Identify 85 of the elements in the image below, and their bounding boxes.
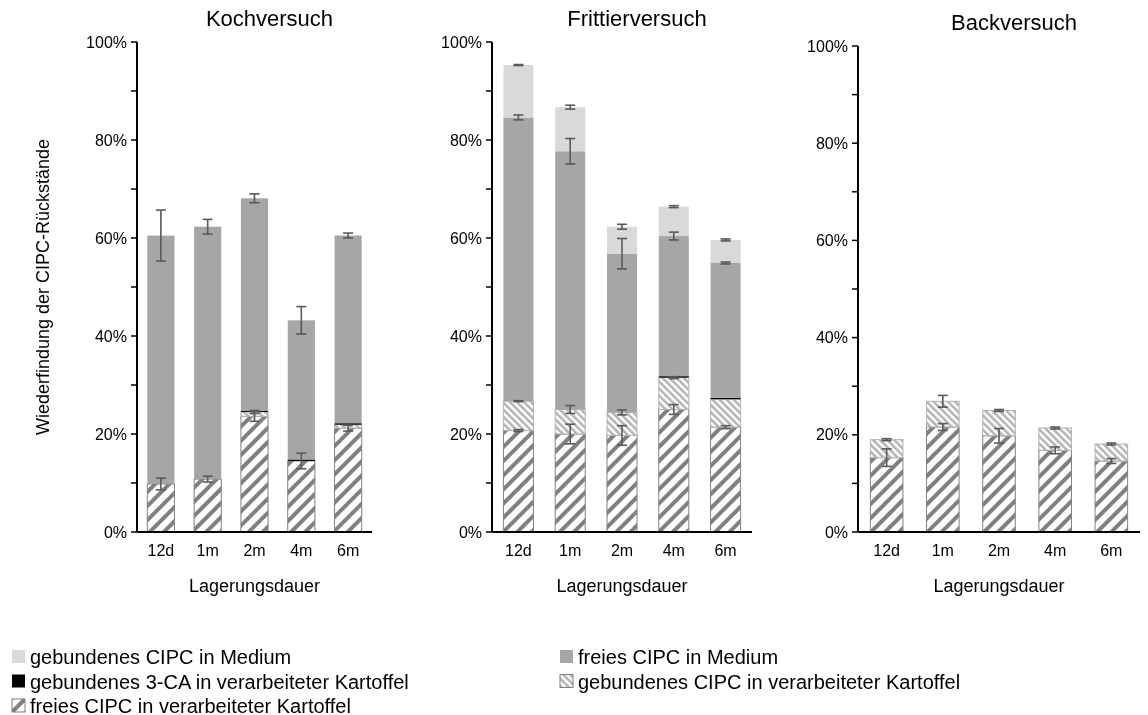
x-tick-label: 4m <box>290 542 313 559</box>
y-tick-label: 60% <box>815 232 848 249</box>
x-tick-label: 4m <box>1044 542 1067 559</box>
bar <box>606 253 638 413</box>
x-tick-label: 6m <box>714 542 737 559</box>
legend-label: freies CIPC in Medium <box>578 646 779 668</box>
bar <box>710 398 742 428</box>
bar <box>606 434 638 533</box>
bar <box>554 409 586 435</box>
x-tick-label: 2m <box>610 542 634 559</box>
bar <box>658 377 690 410</box>
y-tick-label: 100% <box>86 33 127 51</box>
bar <box>710 262 741 398</box>
bar <box>710 239 741 263</box>
legend-label: gebundenes CIPC in verarbeiteter Kartoffel <box>578 670 961 693</box>
legend-label: gebundenes 3-CA in verarbeiteter Kartoffel <box>30 670 409 693</box>
x-tick-label: 6m <box>1100 542 1123 559</box>
y-tick-label: 20% <box>94 425 127 443</box>
y-tick-label: 20% <box>815 426 848 444</box>
x-tick-label: 12d <box>147 542 175 559</box>
chart-title: Frittierversuch <box>567 6 707 31</box>
x-tick-label: 1m <box>559 542 582 559</box>
x-axis-title: Lagerungsdauer <box>933 576 1065 596</box>
bar <box>982 435 1016 533</box>
y-tick-label: 80% <box>815 134 848 152</box>
x-tick-label: 6m <box>337 542 360 559</box>
bar <box>1038 427 1072 451</box>
bar <box>658 409 690 533</box>
legend-label: gebundenes CIPC in Medium <box>30 646 292 668</box>
bar <box>334 235 362 424</box>
bar <box>193 478 222 533</box>
x-tick-label: 12d <box>873 542 900 559</box>
bar <box>503 65 534 118</box>
x-tick-label: 2m <box>987 542 1011 559</box>
bar <box>240 415 269 533</box>
bar <box>502 400 534 432</box>
chart-title: Kochversuch <box>205 6 334 31</box>
y-tick-label: 80% <box>449 131 482 149</box>
y-axis-title: Wiederfindung der CIPC-Rückstände <box>33 138 53 436</box>
bar <box>710 426 742 533</box>
y-tick-label: 40% <box>815 329 848 347</box>
bar <box>1094 443 1129 462</box>
y-tick-label: 60% <box>449 229 482 247</box>
bar <box>926 400 960 428</box>
bar <box>606 226 638 254</box>
legend-label: freies CIPC in verarbeiteter Kartoffel <box>30 695 351 715</box>
y-tick-label: 40% <box>94 327 127 345</box>
y-tick-label: 100% <box>807 37 848 55</box>
y-tick-label: 40% <box>449 327 482 345</box>
bar <box>502 430 534 533</box>
x-tick-label: 1m <box>931 542 954 559</box>
bar <box>982 410 1016 437</box>
bar <box>869 439 904 459</box>
x-axis-title: Lagerungsdauer <box>188 576 321 596</box>
bar <box>1094 460 1129 533</box>
chart-title: Backversuch <box>951 10 1077 35</box>
bar <box>926 426 960 533</box>
bar <box>554 433 586 533</box>
y-tick-label: 100% <box>441 33 482 51</box>
y-tick-label: 80% <box>94 131 127 149</box>
x-axis-title: Lagerungsdauer <box>556 576 688 596</box>
y-tick-label: 20% <box>449 425 482 443</box>
bar <box>658 206 689 237</box>
x-tick-label: 4m <box>662 542 685 559</box>
bar <box>555 107 586 152</box>
bar <box>503 117 534 402</box>
y-tick-label: 0% <box>458 523 482 541</box>
bar <box>869 457 904 533</box>
bar <box>658 236 689 377</box>
bar <box>1038 449 1072 533</box>
bar <box>146 483 175 533</box>
y-tick-label: 0% <box>824 523 848 541</box>
y-tick-label: 60% <box>94 229 127 247</box>
x-tick-label: 2m <box>243 542 266 559</box>
bar <box>287 320 315 460</box>
bar <box>334 427 363 533</box>
bar <box>606 411 638 436</box>
x-tick-label: 12d <box>505 542 532 559</box>
bar <box>194 226 222 480</box>
x-tick-label: 1m <box>196 542 219 559</box>
bar <box>555 151 586 410</box>
bar <box>287 460 316 533</box>
bar <box>147 235 175 484</box>
y-tick-label: 0% <box>103 523 127 541</box>
bar <box>240 198 269 411</box>
